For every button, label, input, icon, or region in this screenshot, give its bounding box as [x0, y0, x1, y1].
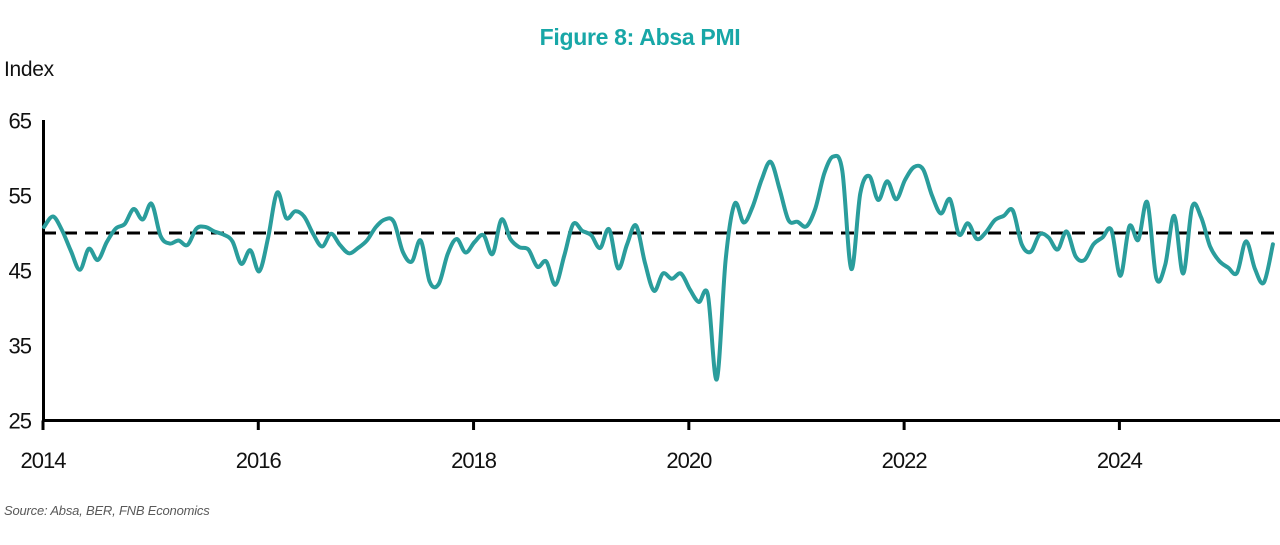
- source-note: Source: Absa, BER, FNB Economics: [4, 503, 210, 518]
- y-tick-label: 65: [9, 109, 32, 134]
- y-tick-label: 45: [9, 259, 32, 284]
- x-tick-label: 2016: [236, 448, 282, 473]
- y-tick-label: 35: [9, 334, 32, 359]
- y-axis-title: Index: [4, 58, 54, 81]
- chart-title: Figure 8: Absa PMI: [539, 24, 741, 50]
- x-tick-label: 2014: [21, 448, 67, 473]
- x-tick-label: 2024: [1097, 448, 1143, 473]
- x-tick-label: 2018: [451, 448, 497, 473]
- y-tick-label: 25: [9, 409, 32, 434]
- y-tick-label: 55: [9, 184, 32, 209]
- x-tick-label: 2020: [666, 448, 712, 473]
- x-tick-label: 2022: [882, 448, 928, 473]
- pmi-series-line: [42, 153, 1275, 382]
